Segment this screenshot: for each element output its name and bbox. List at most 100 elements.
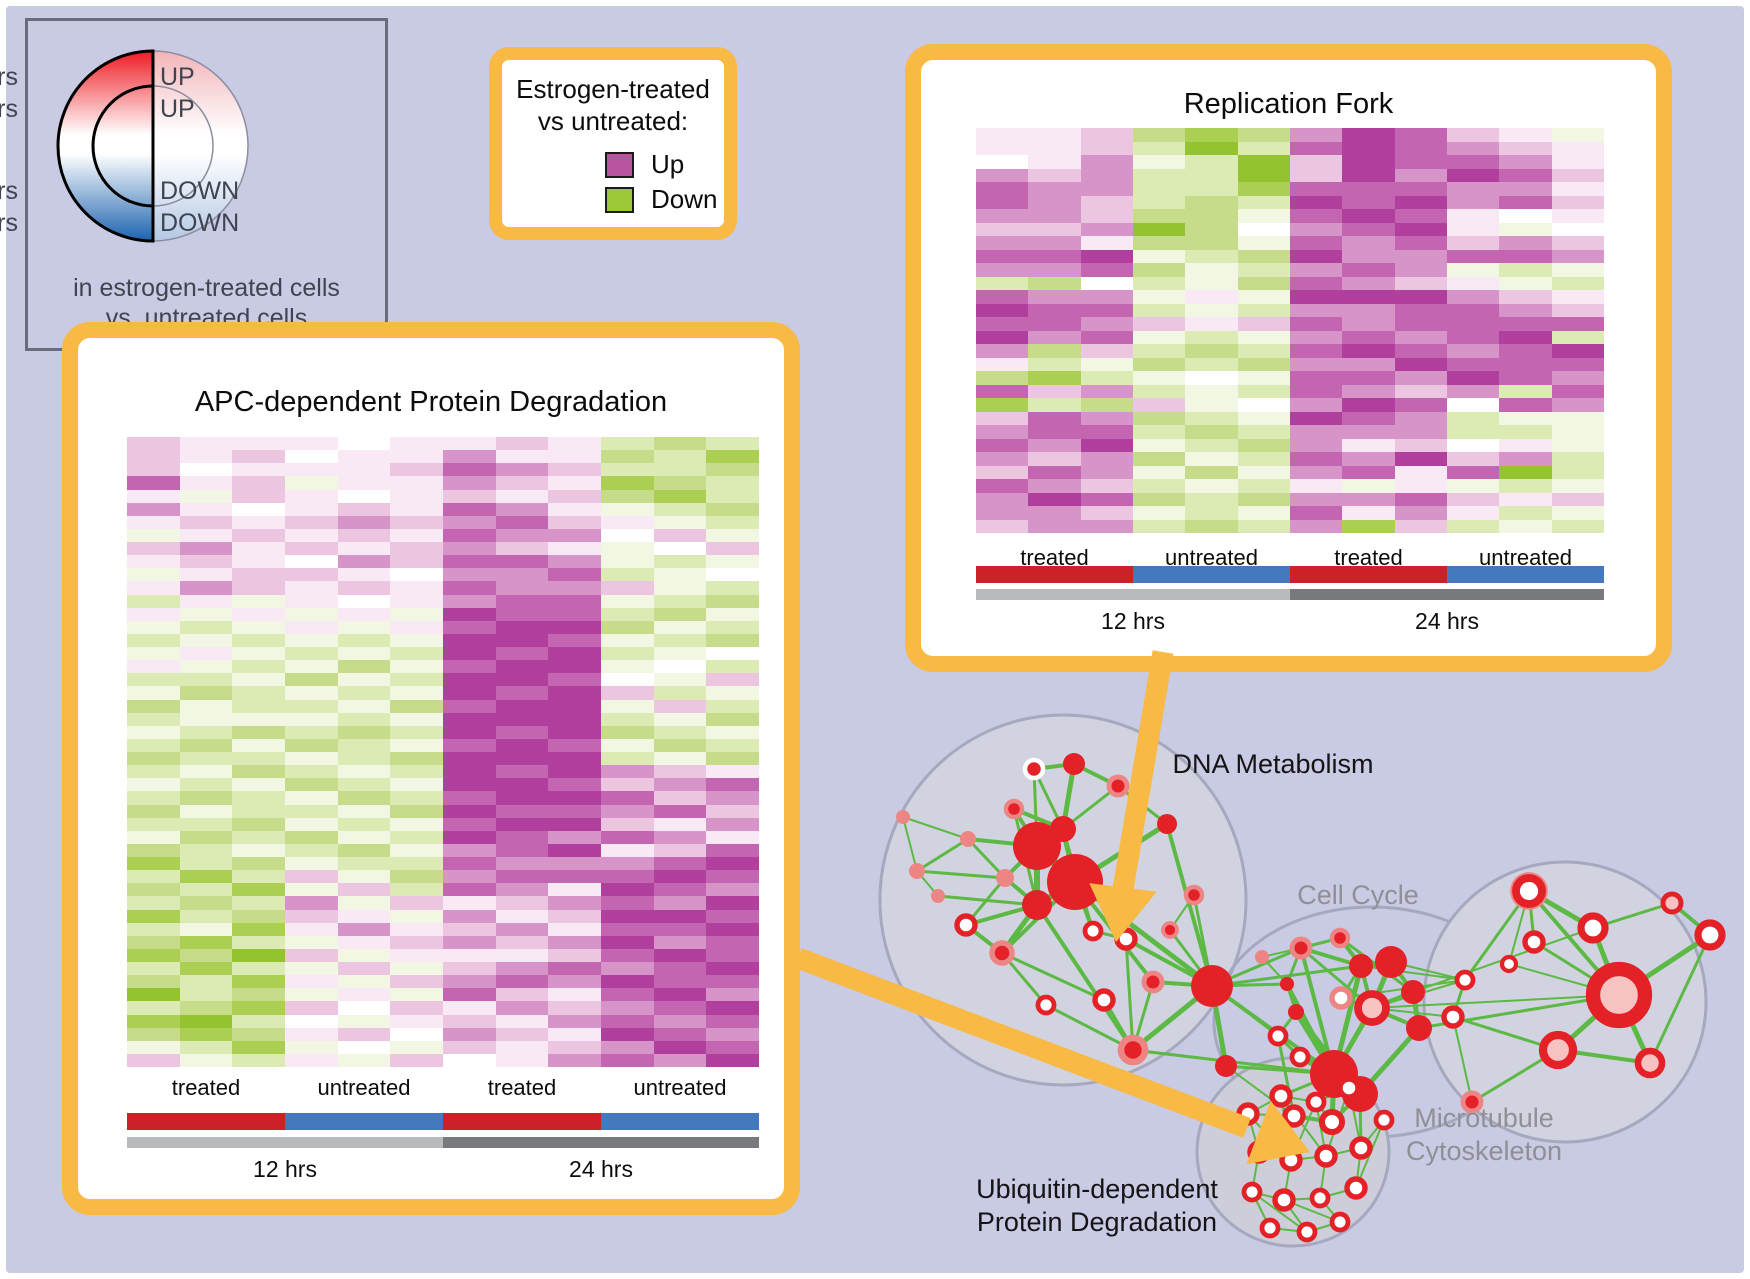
rf-time-label: 12 hrs	[1101, 608, 1165, 634]
heatmap-cell	[653, 437, 707, 451]
network-node	[1354, 990, 1390, 1026]
heatmap-cell	[179, 594, 233, 608]
heatmap-cell	[548, 502, 601, 516]
heatmap-cell	[1289, 141, 1343, 155]
heatmap-cell	[653, 896, 707, 910]
heatmap-cell	[285, 896, 338, 910]
heatmap-cell	[285, 660, 338, 674]
heatmap-cell	[443, 660, 496, 674]
heatmap-cell	[1551, 465, 1604, 479]
heatmap-cell	[127, 660, 180, 674]
heatmap-cell	[548, 752, 601, 766]
heatmap-cell	[653, 528, 707, 542]
network-edge	[1124, 938, 1135, 1051]
heatmap-cell	[1394, 344, 1447, 358]
heatmap-cell	[127, 843, 180, 857]
network-node	[1157, 814, 1177, 834]
heatmap-cell	[443, 935, 496, 949]
network-node	[1522, 930, 1546, 954]
heatmap-cell	[337, 712, 391, 726]
heatmap-cell	[653, 804, 707, 818]
heatmap-cell	[1132, 465, 1186, 479]
network-node	[1191, 965, 1233, 1007]
heatmap-cell	[232, 647, 285, 661]
heatmap-cell	[976, 276, 1029, 290]
heatmap-cell	[548, 791, 601, 805]
heatmap-cell	[443, 476, 496, 490]
heatmap-cell	[285, 581, 338, 595]
heatmap-cell	[390, 843, 443, 857]
heatmap-cell	[1394, 479, 1447, 493]
heatmap-cell	[179, 502, 233, 516]
heatmap-cell	[706, 607, 759, 621]
heatmap-cell	[390, 752, 443, 766]
heatmap-cell	[706, 463, 759, 477]
heatmap-cell	[443, 450, 496, 464]
heatmap-cell	[653, 948, 707, 962]
heatmap-cell	[1132, 155, 1186, 169]
heatmap-cell	[495, 870, 549, 884]
heatmap-cell	[495, 476, 549, 490]
heatmap-cell	[390, 581, 443, 595]
heatmap-cell	[976, 438, 1029, 452]
network-node	[1349, 1136, 1373, 1160]
heatmap-cell	[1446, 209, 1500, 223]
rf-group-label: untreated	[1479, 545, 1572, 570]
treated-bar	[1290, 566, 1447, 583]
heatmap-cell	[653, 857, 707, 871]
heatmap-cell	[179, 870, 233, 884]
heatmap-cell	[285, 515, 338, 529]
ring-direction: DOWN	[160, 177, 240, 205]
heatmap-cell	[390, 1014, 443, 1028]
heatmap-cell	[976, 209, 1029, 223]
heatmap-cell	[1028, 330, 1081, 344]
heatmap-cell	[127, 1053, 180, 1067]
heatmap-cell	[601, 883, 654, 897]
heatmap-cell	[1080, 371, 1133, 385]
heatmap-cell	[285, 883, 338, 897]
heatmap-cell	[285, 633, 338, 647]
heatmap-cell	[443, 948, 496, 962]
heatmap-cell	[443, 502, 496, 516]
heatmap-cell	[390, 870, 443, 884]
heatmap-cell	[1446, 398, 1500, 412]
heatmap-cell	[495, 450, 549, 464]
network-node	[996, 869, 1014, 887]
heatmap-cell	[548, 883, 601, 897]
cluster-label-line2: Cytoskeleton	[1405, 1136, 1563, 1166]
heatmap-cell	[706, 817, 759, 831]
heatmap-cell	[443, 699, 496, 713]
network-node	[1329, 927, 1351, 949]
heatmap-cell	[601, 909, 654, 923]
heatmap-cell	[601, 935, 654, 949]
heatmap-cell	[976, 384, 1029, 398]
heatmap-cell	[1446, 344, 1500, 358]
heatmap-cell	[548, 437, 601, 451]
heatmap-cell	[179, 883, 233, 897]
heatmap-cell	[1028, 479, 1081, 493]
heatmap-cell	[1132, 438, 1186, 452]
heatmap-cell	[1499, 290, 1552, 304]
heatmap-cell	[179, 804, 233, 818]
heatmap-cell	[1499, 479, 1552, 493]
heatmap-cell	[653, 830, 707, 844]
heatmap-cell	[127, 476, 180, 490]
heatmap-cell	[285, 594, 338, 608]
heatmap-cell	[495, 791, 549, 805]
heatmap-cell	[1394, 263, 1447, 277]
heatmap-cell	[1080, 303, 1133, 317]
heatmap-cell	[1499, 209, 1552, 223]
hrs24-bar	[1290, 589, 1604, 600]
heatmap-cell	[1028, 465, 1081, 479]
heatmap-cell	[653, 1027, 707, 1041]
heatmap-cell	[390, 817, 443, 831]
heatmap-cell	[232, 909, 285, 923]
heatmap-cell	[1237, 425, 1290, 439]
heatmap-cell	[653, 686, 707, 700]
heatmap-cell	[127, 817, 180, 831]
heatmap-cell	[601, 673, 654, 687]
heatmap-cell	[548, 568, 601, 582]
heatmap-cell	[1028, 209, 1081, 223]
heatmap-cell	[601, 1001, 654, 1015]
heatmap-cell	[443, 1001, 496, 1015]
